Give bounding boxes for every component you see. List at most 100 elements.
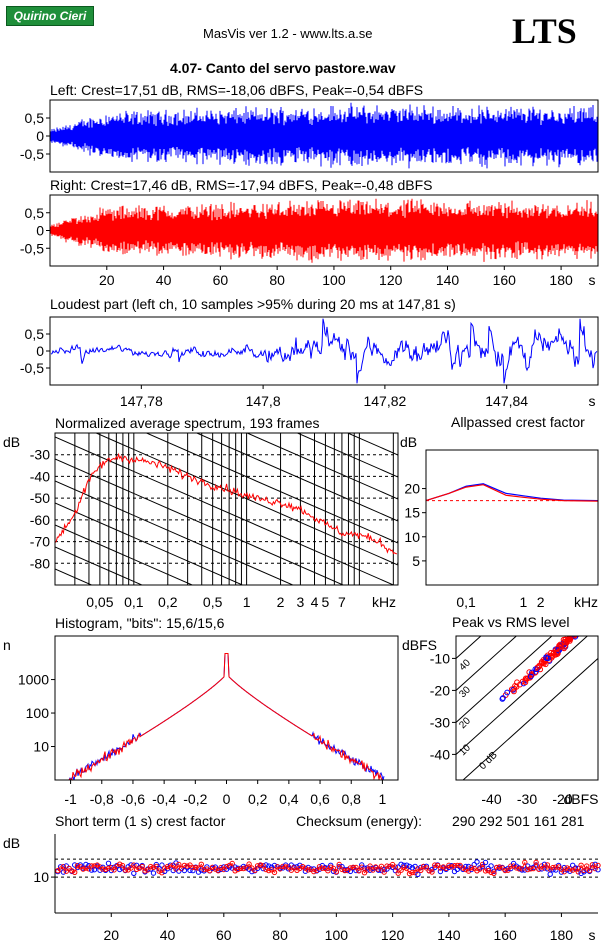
checksum-value: 290 292 501 161 281 — [452, 813, 585, 829]
lts-logo: LTS — [512, 11, 577, 51]
spectrum-ytick-label: -60 — [30, 512, 50, 528]
crest-ylabel: dB — [400, 434, 417, 450]
short-crest-point-left — [263, 862, 269, 868]
peak-rms-point — [575, 629, 580, 634]
short-crest-xtick-label: 80 — [272, 927, 288, 943]
peak-rms-point — [573, 628, 578, 633]
right-waveform-signal — [50, 198, 598, 263]
peak-rms-point — [576, 628, 581, 633]
peak-rms-diagonal — [456, 636, 518, 692]
short-crest-point-right — [333, 869, 339, 875]
short-crest-point-right — [465, 868, 472, 874]
spectrum-slope-line — [145, 433, 398, 544]
short-crest-point-right — [468, 864, 475, 871]
peak-rms-point — [580, 628, 585, 633]
loudest-part-signal — [50, 318, 598, 384]
short-crest-point-left — [60, 869, 67, 875]
short-crest-point-right — [246, 861, 252, 867]
spectrum-x-unit: kHz — [372, 594, 396, 610]
short-crest-point-right — [361, 870, 368, 876]
short-crest-point-right — [299, 863, 306, 870]
short-crest-ylabel: dB — [3, 835, 20, 851]
short-crest-point-right — [547, 866, 553, 872]
short-crest-point-left — [117, 866, 123, 873]
short-crest-point-right — [229, 860, 235, 867]
right-waveform-title: Right: Crest=17,46 dB, RMS=-17,94 dBFS, … — [50, 177, 432, 193]
spectrum-slope-line — [55, 524, 194, 585]
histogram-xtick-label: -0,2 — [183, 791, 207, 807]
loudest-part-ytick-label: 0,5 — [25, 326, 45, 342]
peak-rms-point — [578, 628, 583, 633]
short-crest-point-right — [325, 868, 331, 874]
short-crest-point-left — [198, 867, 205, 873]
spectrum-slope-line — [296, 433, 398, 478]
short-crest-point-left — [128, 862, 134, 868]
short-crest-point-right — [423, 865, 430, 871]
histogram-title: Histogram, "bits": 15,6/15,6 — [55, 615, 225, 631]
spectrum-xtick-label: 4 — [311, 594, 319, 610]
short-crest-point-right — [347, 865, 354, 871]
right-waveform-xtick-label: 40 — [156, 272, 172, 288]
short-crest-point-left — [575, 865, 581, 871]
short-crest-point-right — [426, 868, 432, 874]
short-crest-point-right — [460, 865, 466, 871]
short-crest-point-right — [221, 866, 227, 873]
left-waveform-ytick-label: -0,5 — [20, 146, 44, 162]
spectrum-xtick-label: 3 — [297, 594, 305, 610]
short-crest-point-right — [525, 866, 531, 873]
loudest-part-ytick-label: -0,5 — [20, 360, 44, 376]
peak-rms-point — [545, 654, 552, 661]
short-crest-point-right — [541, 865, 548, 871]
crest-ytick-label: 15 — [404, 505, 420, 521]
short-crest-point-right — [446, 862, 452, 868]
peak-rms-point — [542, 661, 549, 668]
short-crest-point-right — [119, 862, 126, 869]
spectrum-xtick-label: 1 — [243, 594, 251, 610]
short-crest-point-right — [488, 869, 494, 875]
peak-rms-point — [529, 669, 535, 676]
peak-rms-diagonal-label: 0 dB — [477, 750, 500, 773]
left-waveform-ytick-label: 0,5 — [25, 110, 45, 126]
histogram-xtick-label: -0,8 — [90, 791, 114, 807]
peak-rms-frame — [455, 635, 599, 781]
histogram-xtick-label: -0,4 — [152, 791, 176, 807]
peak-rms-title: Peak vs RMS level — [452, 614, 569, 630]
spectrum-slope-line — [94, 433, 398, 566]
short-crest-point-right — [159, 870, 165, 876]
peak-rms-point — [532, 669, 539, 676]
short-crest-point-right — [418, 867, 424, 873]
short-crest-xtick-label: 40 — [160, 927, 176, 943]
peak-rms-point — [527, 673, 534, 680]
short-crest-point-left — [398, 861, 404, 867]
short-crest-point-right — [564, 865, 570, 871]
short-crest-point-right — [381, 869, 387, 875]
brand-badge: Quirino Cieri — [6, 6, 94, 26]
short-crest-point-left — [404, 862, 410, 868]
short-crest-title: Short term (1 s) crest factor — [55, 813, 226, 829]
short-crest-point-right — [392, 864, 399, 870]
peak-rms-point — [581, 625, 586, 630]
short-crest-point-left — [187, 867, 193, 874]
right-waveform-xtick-label: 120 — [379, 272, 403, 288]
loudest-part-xtick-label: 147,78 — [120, 393, 163, 409]
peak-rms-point — [581, 623, 586, 628]
short-crest-point-left — [302, 868, 309, 874]
short-crest-point-right — [420, 863, 427, 870]
short-crest-point-right — [581, 867, 587, 874]
short-crest-point-right — [595, 862, 601, 869]
short-crest-point-left — [249, 868, 255, 875]
short-crest-xtick-label: 180 — [550, 927, 574, 943]
short-crest-point-right — [162, 865, 168, 871]
right-waveform-xtick-label: 160 — [493, 272, 517, 288]
short-crest-point-right — [449, 864, 455, 870]
spectrum-ytick-label: -30 — [30, 447, 50, 463]
right-waveform-ytick-label: -0,5 — [20, 240, 44, 256]
short-crest-point-right — [63, 868, 70, 874]
histogram-ytick-label: 10 — [33, 739, 49, 755]
short-crest-point-right — [223, 863, 230, 870]
spectrum-xtick-label: 0,5 — [203, 594, 223, 610]
spectrum-title: Normalized average spectrum, 193 frames — [55, 415, 320, 431]
peak-rms-diagonal-label: 40 — [457, 657, 473, 673]
short-crest-point-right — [443, 865, 449, 872]
